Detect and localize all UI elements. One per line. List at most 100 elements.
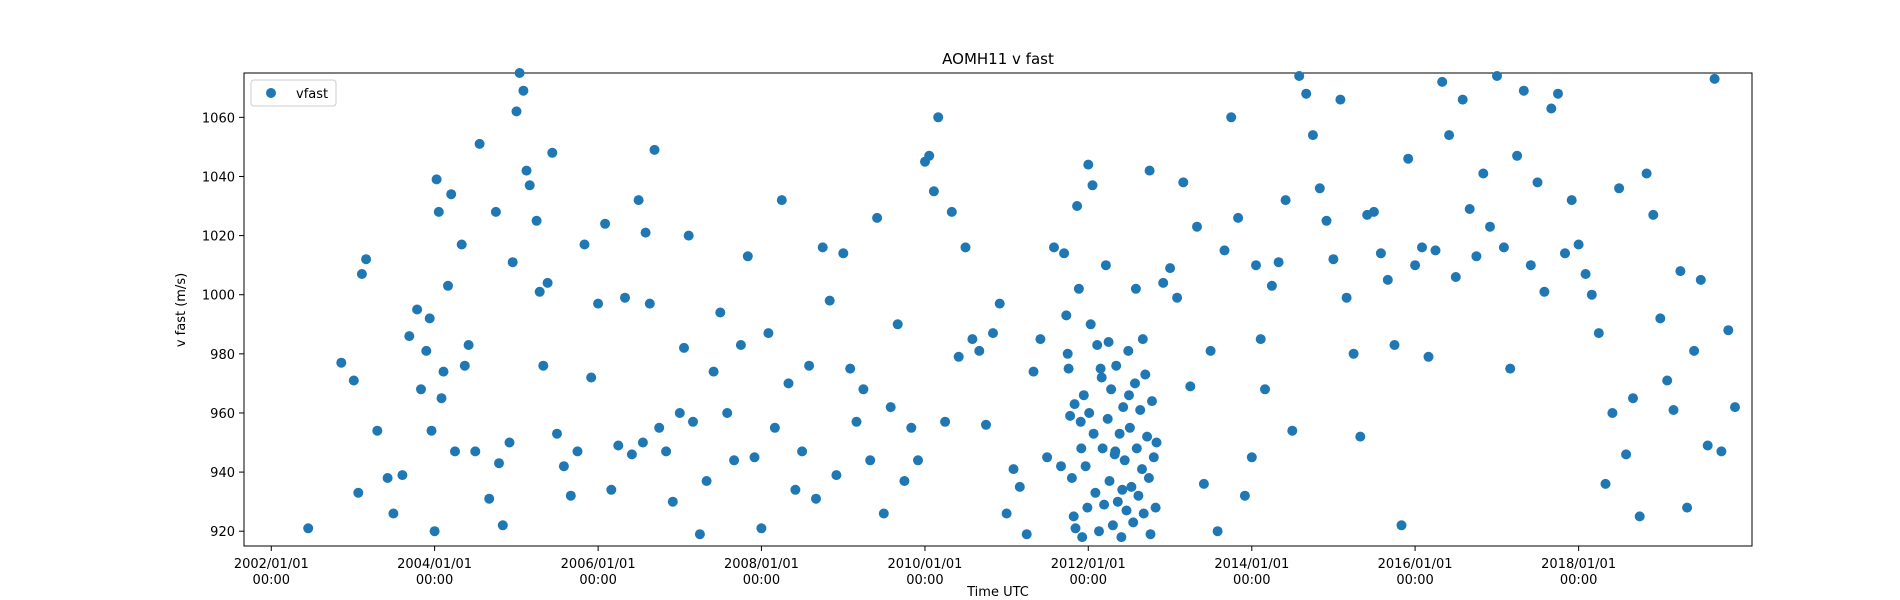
data-point [572, 446, 583, 457]
y-tick-label: 1000 [202, 289, 235, 304]
data-point [356, 269, 367, 279]
data-point [507, 257, 518, 268]
x-tick-label: 00:00 [416, 573, 453, 588]
data-point [1133, 490, 1144, 501]
data-point [661, 446, 672, 457]
data-point [946, 206, 957, 217]
data-point [586, 372, 597, 383]
data-point [865, 455, 876, 466]
data-point [1135, 405, 1146, 415]
data-point [1621, 449, 1632, 460]
data-point [1087, 180, 1098, 191]
data-point [694, 529, 705, 540]
data-point [1092, 340, 1103, 350]
data-point [1389, 340, 1400, 350]
data-point [1077, 532, 1088, 543]
data-point [756, 523, 767, 534]
data-point [1140, 369, 1151, 380]
data-point [763, 328, 774, 339]
data-point [683, 230, 694, 241]
x-tick-label: 00:00 [743, 573, 780, 588]
data-point [1142, 431, 1153, 442]
x-tick-label: 2008/01/01 [724, 557, 799, 572]
data-point [1539, 286, 1550, 297]
data-point [1423, 351, 1434, 362]
data-point [1628, 393, 1638, 404]
data-point [1682, 502, 1693, 513]
legend-box [250, 79, 337, 107]
data-point [1723, 325, 1734, 336]
legend-label-vfast: vfast [296, 87, 328, 102]
data-point [906, 422, 917, 433]
data-point [1084, 408, 1095, 418]
data-point [336, 357, 347, 368]
data-point [674, 408, 685, 418]
data-point [688, 416, 698, 427]
data-point [742, 251, 753, 262]
data-point [654, 422, 665, 433]
data-point [967, 334, 978, 345]
data-point [1492, 71, 1502, 81]
data-point [1321, 215, 1332, 226]
data-point [1165, 263, 1176, 274]
data-point [1355, 431, 1366, 442]
x-tick-label: 00:00 [1070, 573, 1107, 588]
y-tick-label: 1060 [202, 111, 235, 126]
data-point [593, 298, 604, 309]
data-point [892, 319, 903, 330]
data-point [776, 195, 787, 206]
data-point [1553, 88, 1563, 99]
data-point [1464, 204, 1475, 214]
data-point [1107, 520, 1118, 531]
data-point [353, 487, 364, 498]
data-point [1116, 532, 1127, 543]
data-point [538, 360, 549, 371]
data-point [940, 416, 951, 427]
data-point [1118, 402, 1129, 413]
data-point [626, 449, 637, 460]
data-point [1073, 283, 1084, 294]
data-point [1144, 165, 1155, 176]
data-point [1076, 443, 1087, 454]
x-axis: 2002/01/0100:002004/01/0100:002006/01/01… [234, 546, 1616, 588]
data-point [1702, 440, 1713, 451]
data-point [701, 476, 712, 486]
data-point [817, 242, 828, 253]
data-point [988, 328, 998, 339]
data-point [644, 298, 655, 309]
data-point [438, 366, 449, 377]
data-point [974, 345, 985, 356]
data-point [1075, 416, 1086, 427]
data-point [1028, 366, 1039, 377]
data-point [1185, 381, 1196, 392]
data-point [1035, 334, 1046, 345]
data-point [1648, 209, 1659, 220]
y-tick-label: 980 [210, 348, 235, 363]
data-point [1111, 360, 1122, 371]
data-point [1266, 280, 1277, 291]
data-point [783, 378, 794, 389]
data-point [1069, 399, 1080, 410]
y-tick-label: 920 [210, 525, 235, 540]
data-point [1417, 242, 1427, 253]
data-point [436, 393, 447, 404]
data-point [1158, 277, 1169, 288]
data-point [1021, 529, 1032, 540]
data-point [1485, 221, 1495, 232]
data-point [1090, 487, 1101, 498]
data-point [933, 112, 944, 123]
data-point [518, 85, 529, 96]
data-point [552, 428, 562, 439]
data-point [606, 484, 617, 495]
data-point [484, 493, 495, 504]
data-point [433, 206, 444, 217]
data-point [749, 452, 760, 463]
data-point [1056, 461, 1066, 472]
x-tick-label: 2016/01/01 [1378, 557, 1453, 572]
data-point [1088, 428, 1099, 439]
data-point [1212, 526, 1223, 537]
data-point [1593, 328, 1604, 339]
data-point [1061, 310, 1072, 321]
data-point [981, 419, 991, 430]
data-point [1662, 375, 1673, 386]
